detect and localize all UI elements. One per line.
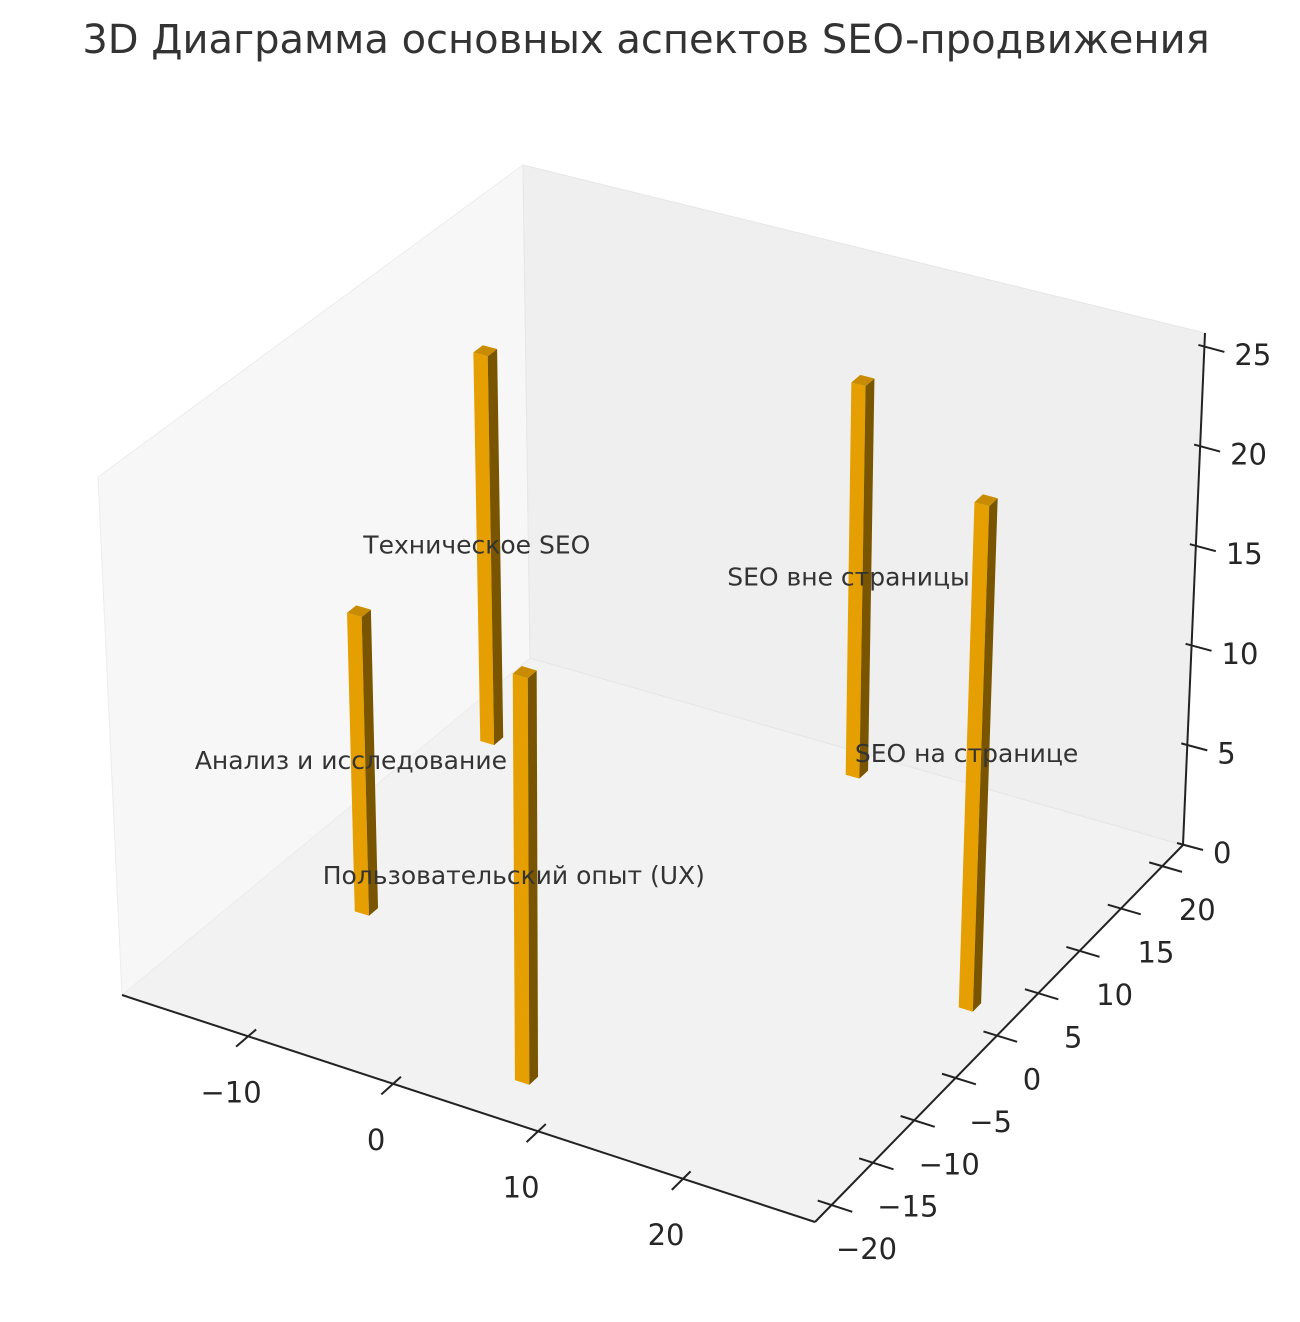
z-tick xyxy=(1198,343,1225,353)
bar xyxy=(512,666,539,1085)
y-tick-label: 15 xyxy=(1138,936,1175,970)
y-tick xyxy=(1066,945,1100,958)
y-tick-label: −15 xyxy=(877,1190,938,1224)
x-axis xyxy=(121,994,816,1223)
y-tick-label: −5 xyxy=(969,1105,1012,1139)
z-tick xyxy=(1185,642,1212,652)
x-tick xyxy=(380,1076,402,1096)
z-tick xyxy=(1176,842,1204,851)
y-tick-label: 10 xyxy=(1096,978,1133,1012)
bar-front xyxy=(512,673,530,1085)
x-tick-label: 0 xyxy=(367,1123,385,1157)
bar xyxy=(958,494,998,1012)
bar-label: Техническое SEO xyxy=(362,531,590,560)
z-tick xyxy=(1193,443,1221,453)
y-tick-label: −10 xyxy=(919,1147,980,1181)
y-tick-label: 5 xyxy=(1064,1020,1082,1054)
y-tick xyxy=(858,1157,894,1171)
bar-front xyxy=(845,382,866,779)
bar-label: Анализ и исследование xyxy=(195,746,507,775)
x-tick-label: 20 xyxy=(648,1218,685,1252)
y-tick xyxy=(941,1072,977,1086)
bar-label: SEO вне страницы xyxy=(727,563,970,592)
bar-label: SEO на странице xyxy=(855,739,1078,768)
bar-front xyxy=(347,612,369,916)
bar-side xyxy=(527,670,539,1085)
y-tick-label: −20 xyxy=(836,1232,897,1266)
bar-side xyxy=(361,609,379,916)
bar-top xyxy=(473,345,498,357)
z-tick xyxy=(1181,742,1208,752)
z-tick-label: 25 xyxy=(1234,338,1271,372)
z-tick-label: 0 xyxy=(1213,836,1231,870)
z-tick-label: 10 xyxy=(1222,637,1259,671)
y-tick-label: 0 xyxy=(1023,1063,1041,1097)
bar-side xyxy=(972,498,998,1012)
z-tick-label: 5 xyxy=(1217,736,1235,770)
chart-title: 3D Диаграмма основных аспектов SEO-продв… xyxy=(82,17,1209,63)
y-tick xyxy=(983,1030,1018,1043)
z-tick-label: 15 xyxy=(1226,537,1263,571)
bar xyxy=(845,374,875,779)
bar-top xyxy=(851,374,875,387)
bar-side xyxy=(487,348,504,746)
z-tick xyxy=(1189,543,1217,553)
y-tick xyxy=(900,1115,936,1128)
bar-top xyxy=(347,605,371,618)
y-tick xyxy=(1024,988,1059,1001)
y-tick xyxy=(1107,903,1142,916)
bar-top xyxy=(974,494,998,507)
bar-front xyxy=(958,502,990,1012)
x-tick xyxy=(671,1170,692,1191)
bar-label: Пользовательский опыт (UX) xyxy=(323,861,705,890)
bar-front xyxy=(473,352,495,746)
bar-side xyxy=(859,378,875,779)
x-tick xyxy=(525,1123,547,1143)
y-tick xyxy=(817,1199,853,1213)
x-tick xyxy=(235,1028,257,1048)
y-tick xyxy=(1148,861,1183,873)
z-axis xyxy=(1182,332,1206,846)
x-tick-label: −10 xyxy=(201,1075,262,1109)
y-tick-label: 20 xyxy=(1179,893,1216,927)
bar xyxy=(347,605,379,916)
bar-top xyxy=(512,666,537,679)
bar xyxy=(473,345,504,746)
x-tick-label: 10 xyxy=(503,1170,540,1204)
z-tick-label: 20 xyxy=(1230,438,1267,472)
